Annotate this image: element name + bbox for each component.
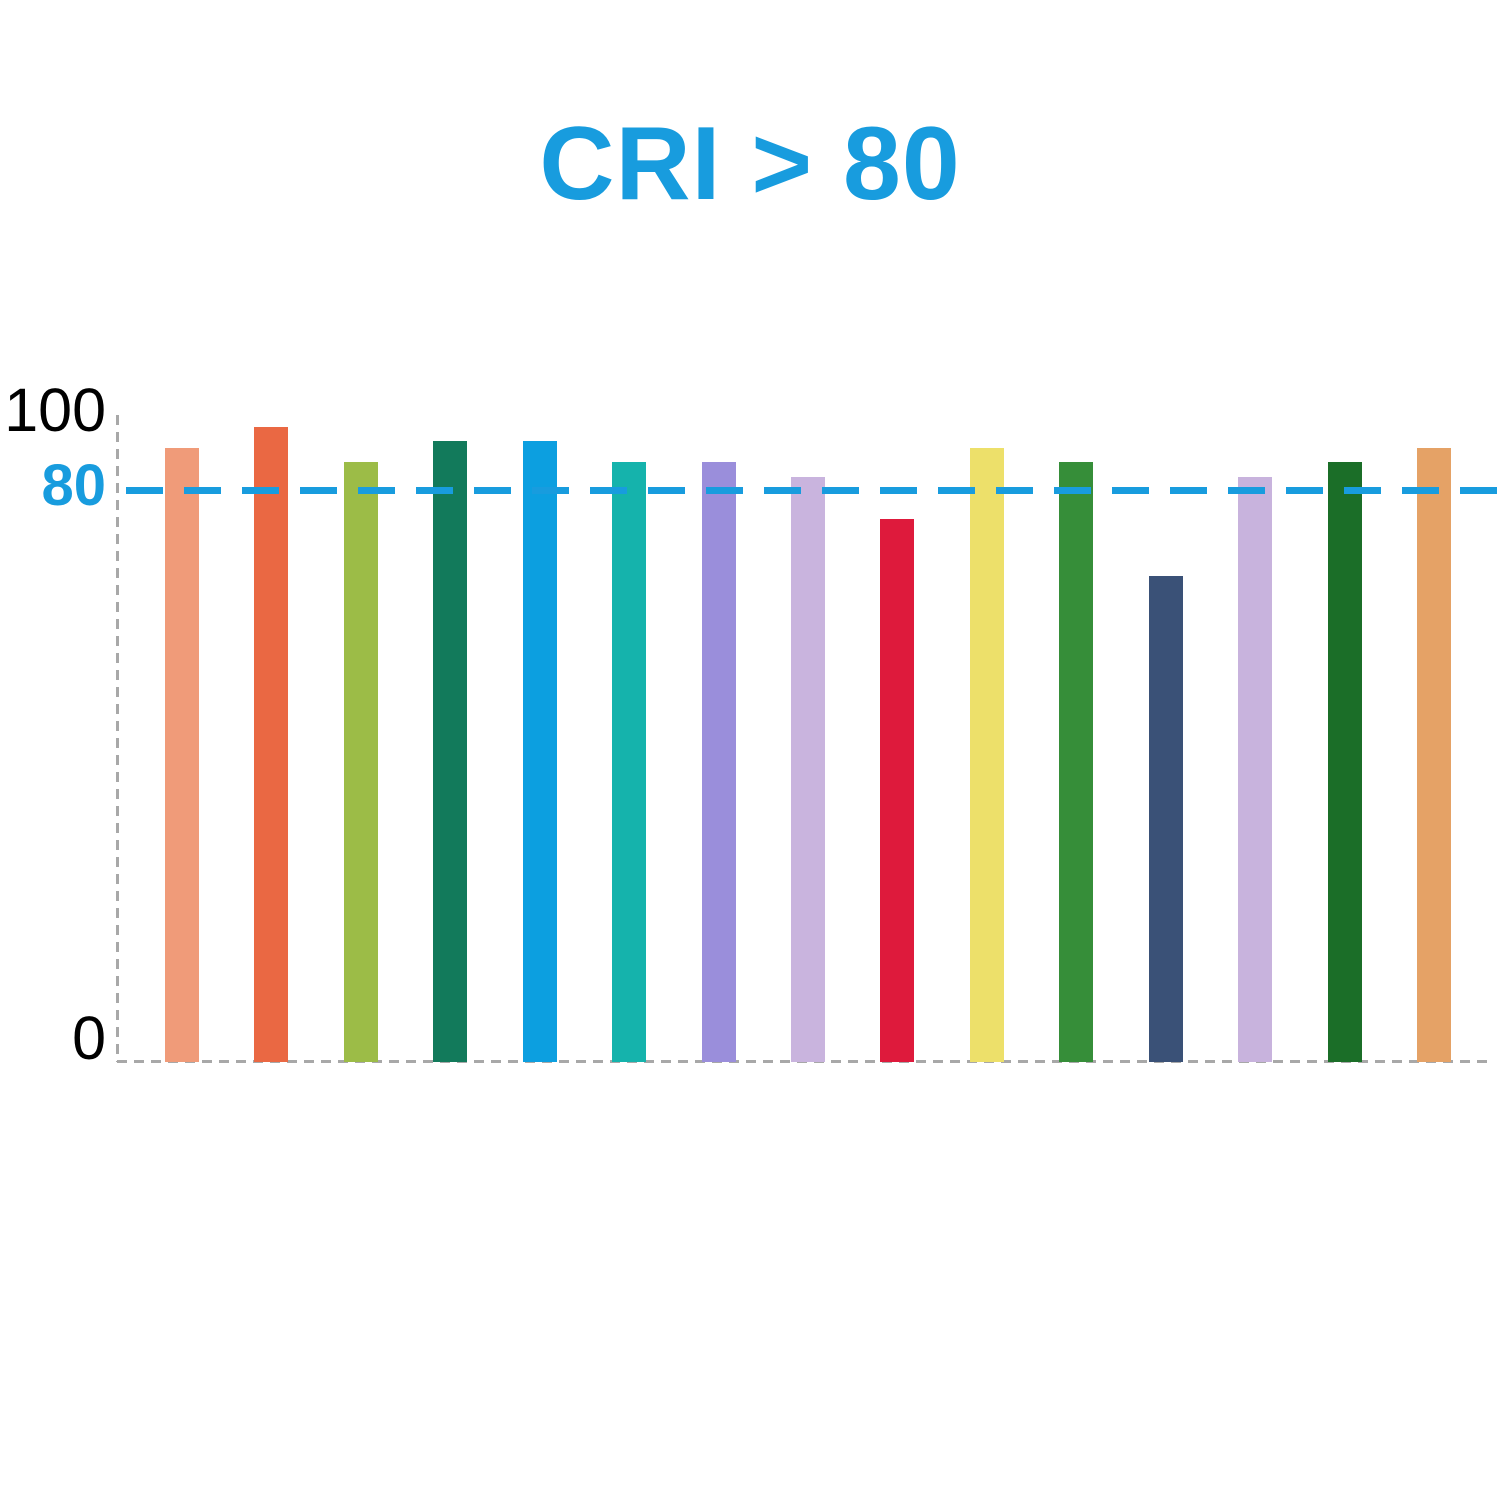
- bar-sample-7: [702, 462, 736, 1062]
- bar-sample-14: [1328, 462, 1362, 1062]
- bar-sample-15: [1417, 447, 1451, 1062]
- y-axis-tick-100: 100: [4, 376, 106, 444]
- reference-line-80: [126, 486, 1500, 494]
- bar-sample-6: [612, 462, 646, 1062]
- bar-sample-5: [523, 440, 557, 1062]
- bar-sample-1: [165, 447, 199, 1062]
- bar-sample-4: [433, 440, 467, 1062]
- bar-sample-2: [254, 426, 288, 1062]
- bar-sample-3: [344, 462, 378, 1062]
- bar-sample-10: [970, 447, 1004, 1062]
- bar-sample-11: [1059, 462, 1093, 1062]
- bar-sample-13: [1238, 476, 1272, 1062]
- y-axis-dashed-line: [116, 415, 119, 1062]
- bar-sample-12: [1149, 576, 1183, 1062]
- bar-sample-9: [880, 519, 914, 1062]
- y-axis-tick-80: 80: [41, 453, 106, 518]
- y-axis-tick-0: 0: [72, 1004, 106, 1072]
- bar-sample-8: [791, 476, 825, 1062]
- chart-title: CRI > 80: [539, 106, 961, 222]
